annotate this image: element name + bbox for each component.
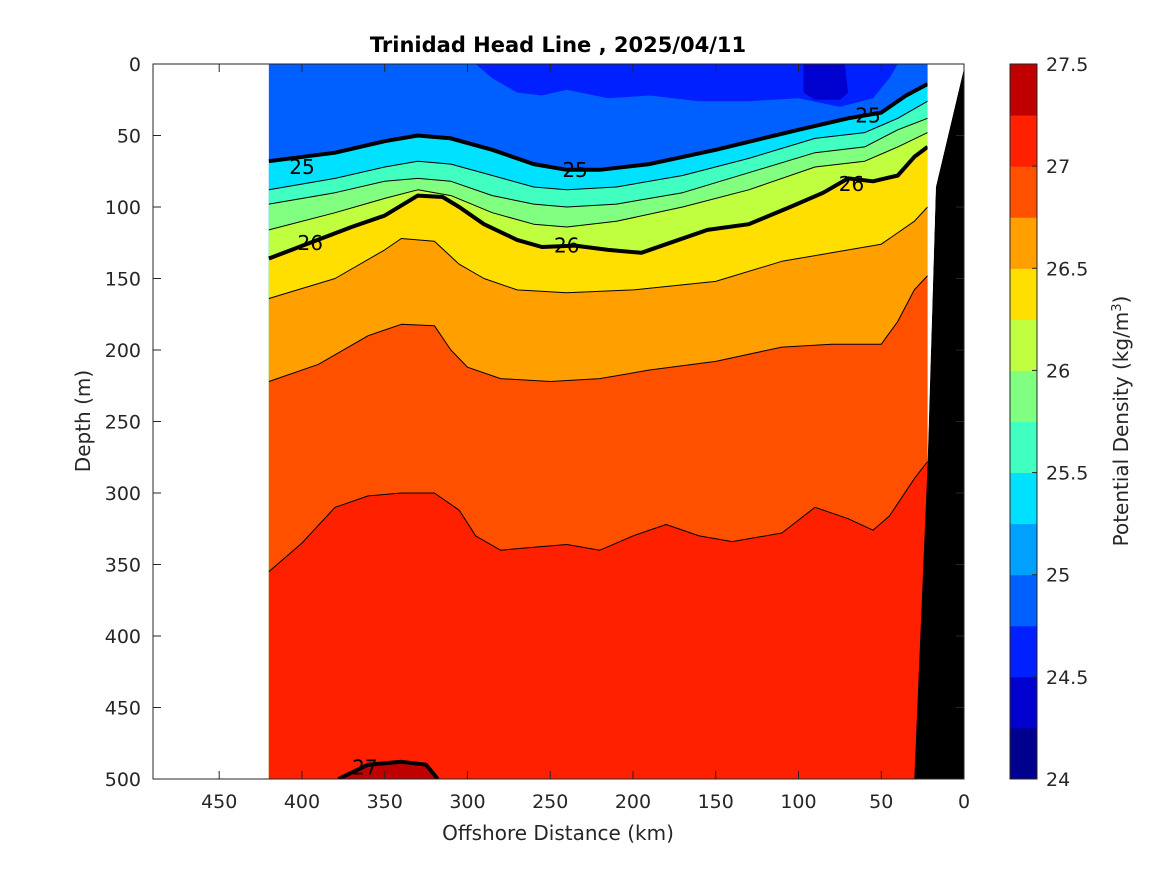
y-tick-label: 0 [129, 54, 141, 76]
y-axis: 0 50 100 150 200 250 300 350 400 450 500 [105, 54, 964, 791]
y-tick-label: 50 [117, 126, 141, 148]
x-tick-label: 350 [367, 791, 403, 813]
y-tick-label: 350 [105, 555, 141, 577]
x-axis-label: Offshore Distance (km) [442, 821, 674, 845]
no-data-nearshore [927, 64, 964, 465]
colorbar-tick-label: 25.5 [1046, 463, 1088, 485]
y-tick-label: 400 [105, 626, 141, 648]
x-tick-label: 300 [449, 791, 485, 813]
contour-label: 25 [562, 158, 587, 182]
isopycnal-26.75 [268, 461, 928, 572]
colorbar-tick-label: 25 [1046, 565, 1070, 587]
colorbar-swatch [1010, 574, 1037, 627]
y-axis-label: Depth (m) [71, 370, 95, 472]
colorbar: 24 24.5 25 25.5 26 26.5 27 27.5 [1009, 54, 1088, 791]
colorbar-tick-label: 24 [1046, 769, 1070, 791]
colorbar-swatch [1010, 676, 1037, 729]
colorbar-swatch [1010, 115, 1037, 167]
isopycnal-25.5 [268, 117, 928, 208]
contour-line-layer [268, 82, 929, 779]
y-tick-label: 150 [105, 269, 141, 291]
colorbar-tick-label: 26 [1046, 360, 1070, 382]
density-band-26.75 [268, 461, 931, 779]
x-tick-label: 150 [698, 791, 734, 813]
contour-label: 26 [839, 172, 864, 196]
colorbar-swatch [1010, 625, 1037, 678]
colorbar-tick-label: 24.5 [1046, 667, 1088, 689]
y-tick-label: 250 [105, 412, 141, 434]
isopycnal-27 [337, 759, 440, 779]
contour-label: 27 [352, 756, 377, 780]
colorbar-swatch [1010, 217, 1037, 269]
isopycnal-26.5 [268, 275, 928, 382]
colorbar-swatch [1010, 727, 1037, 780]
isopycnal-26.25 [268, 206, 928, 299]
contour-label: 26 [298, 231, 323, 255]
chart-title: Trinidad Head Line , 2025/04/11 [370, 33, 746, 57]
contour-label: 25 [855, 103, 880, 127]
y-tick-label: 450 [105, 698, 141, 720]
isopycnal-26 [268, 145, 929, 261]
density-band-27 [338, 761, 438, 779]
contour-label: 25 [289, 155, 314, 179]
colorbar-swatch [1010, 268, 1037, 320]
density-band-24.5 [803, 64, 849, 100]
x-tick-label: 250 [532, 791, 568, 813]
y-tick-label: 500 [105, 769, 141, 791]
isopycnal-25.25 [268, 100, 928, 191]
contour-label-layer: 25 25 25 26 26 26 27 [289, 103, 880, 780]
contour-label: 26 [554, 234, 579, 258]
y-tick-label: 300 [105, 483, 141, 505]
plot-area: 25 25 25 26 26 26 27 [268, 64, 964, 780]
colorbar-tick-label: 27 [1046, 156, 1070, 178]
x-tick-label: 100 [780, 791, 816, 813]
density-band-24.75 [475, 64, 898, 107]
colorbar-frame [1009, 63, 1038, 780]
colorbar-swatch [1010, 472, 1037, 525]
isopycnal-25.75 [268, 132, 928, 231]
contour-fill-layer [268, 64, 931, 779]
colorbar-label: Potential Density (kg/m3) [1109, 296, 1133, 547]
colorbar-swatch [1010, 166, 1037, 218]
colorbar-swatch [1010, 421, 1037, 474]
colorbar-swatch [1010, 319, 1037, 371]
colorbar-swatch [1010, 523, 1037, 576]
y-tick-label: 200 [105, 340, 141, 362]
x-tick-label: 50 [869, 791, 893, 813]
colorbar-swatch [1010, 64, 1037, 116]
x-axis: 450 400 350 300 250 200 150 100 50 0 [201, 64, 970, 813]
x-tick-label: 0 [958, 791, 970, 813]
isopycnal-25 [268, 82, 929, 172]
colorbar-tick-label: 26.5 [1046, 258, 1088, 280]
colorbar-swatch [1010, 370, 1037, 422]
x-tick-label: 450 [201, 791, 237, 813]
colorbar-tick-label: 27.5 [1046, 54, 1088, 76]
seafloor-bathymetry [914, 64, 964, 779]
x-tick-label: 200 [615, 791, 651, 813]
y-tick-label: 100 [105, 197, 141, 219]
x-tick-label: 400 [284, 791, 320, 813]
